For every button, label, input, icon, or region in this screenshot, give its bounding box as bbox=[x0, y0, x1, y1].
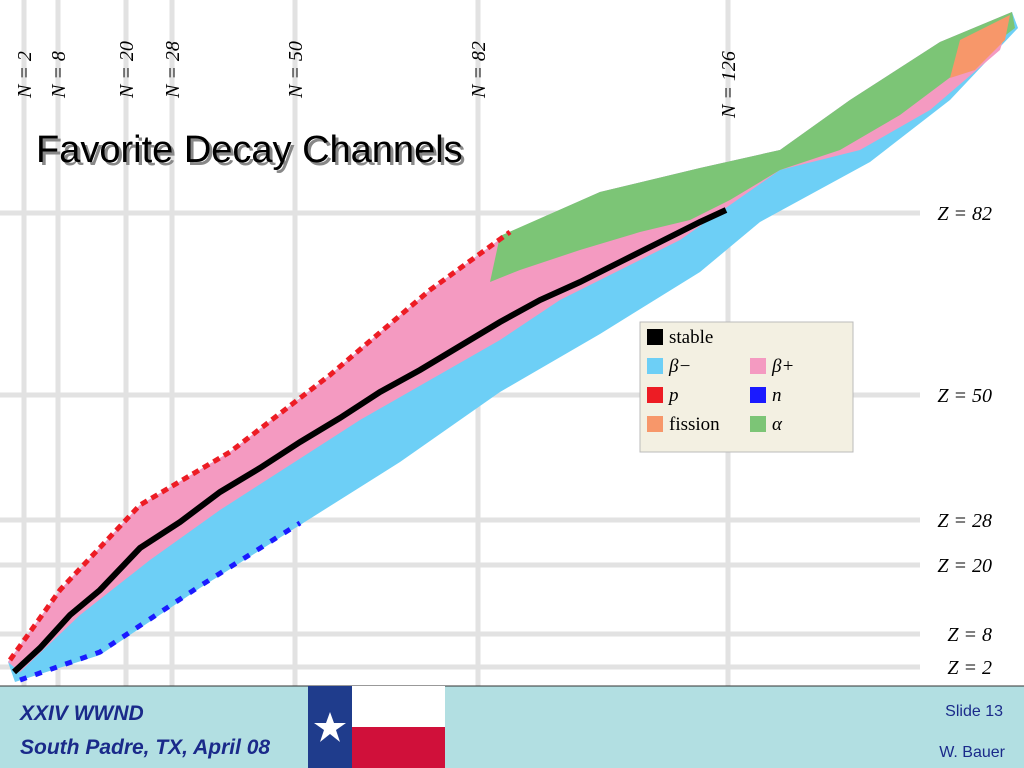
legend-swatch bbox=[647, 387, 663, 403]
proton-magic-label: Z = 2 bbox=[947, 657, 992, 679]
legend-label: stable bbox=[669, 327, 713, 348]
neutron-magic-label: N = 28 bbox=[162, 41, 184, 99]
neutron-magic-label: N = 126 bbox=[718, 51, 740, 119]
event-place: South Padre, TX, April 08 bbox=[20, 736, 270, 759]
title-shadow: Favorite Decay Channels bbox=[39, 132, 466, 174]
event-name: XXIV WWND bbox=[19, 702, 144, 725]
neutron-drip-edge bbox=[19, 520, 302, 683]
proton-magic-label: Z = 8 bbox=[947, 624, 992, 646]
stability-line bbox=[11, 207, 728, 675]
author: W. Bauer bbox=[939, 744, 1005, 761]
proton-magic-label: Z = 28 bbox=[937, 510, 992, 532]
proton-magic-label: Z = 50 bbox=[937, 385, 992, 407]
legend-box bbox=[639, 321, 854, 453]
legend-swatch bbox=[647, 358, 663, 374]
legend-label: p bbox=[667, 385, 679, 406]
neutron-magic-label: N = 82 bbox=[468, 41, 490, 99]
legend-swatch bbox=[750, 358, 766, 374]
legend-label: fission bbox=[669, 414, 720, 435]
legend-swatch bbox=[647, 416, 663, 432]
alpha-region bbox=[490, 12, 1015, 282]
flag-red bbox=[352, 727, 445, 768]
legend-label: β+ bbox=[771, 356, 794, 377]
legend: stable β− β+ p n fission α bbox=[639, 321, 854, 453]
legend-swatch bbox=[750, 416, 766, 432]
neutron-magic-label: N = 50 bbox=[285, 41, 307, 99]
proton-drip-edge bbox=[7, 229, 512, 662]
legend-label: α bbox=[772, 414, 783, 435]
footer: XXIV WWND South Padre, TX, April 08 Slid… bbox=[0, 685, 1024, 768]
slide-title: Favorite Decay Channels bbox=[36, 129, 463, 171]
neutron-magic-label: N = 8 bbox=[48, 51, 70, 99]
legend-label: n bbox=[772, 385, 782, 406]
footer-background bbox=[0, 686, 1024, 768]
slide-number: Slide 13 bbox=[945, 703, 1003, 720]
legend-swatch bbox=[647, 329, 663, 345]
flag-star bbox=[314, 712, 346, 742]
nuclide-band bbox=[7, 12, 1018, 683]
proton-magic-label: Z = 82 bbox=[937, 203, 992, 225]
legend-label: β− bbox=[668, 356, 691, 377]
magic-grid: N = 2 N = 8 N = 20 N = 28 N = 50 N = 82 N = 12… bbox=[0, 0, 992, 686]
legend-swatch bbox=[750, 387, 766, 403]
neutron-magic-label: N = 2 bbox=[14, 51, 36, 99]
fission-region bbox=[950, 15, 1010, 78]
neutron-magic-label: N = 20 bbox=[116, 41, 138, 99]
flag-white bbox=[352, 686, 445, 727]
proton-magic-label: Z = 20 bbox=[937, 555, 992, 577]
